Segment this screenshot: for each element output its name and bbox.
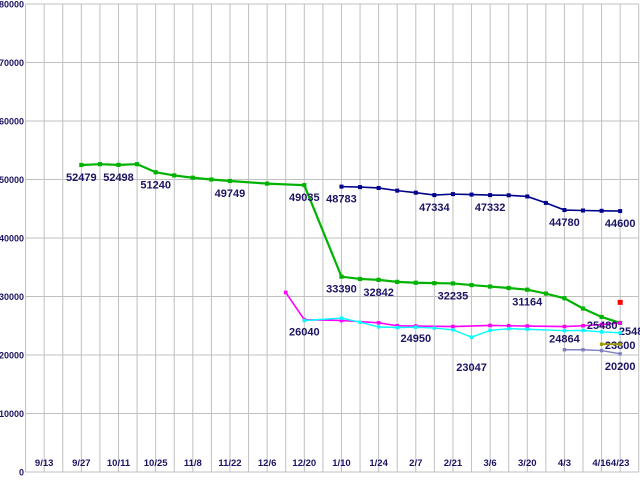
- svg-text:9/27: 9/27: [72, 458, 91, 469]
- svg-text:49749: 49749: [215, 188, 246, 200]
- svg-text:20000: 20000: [0, 350, 24, 360]
- svg-text:10/25: 10/25: [144, 458, 168, 469]
- svg-text:12/20: 12/20: [292, 458, 316, 469]
- svg-text:49035: 49035: [289, 192, 320, 204]
- svg-text:40000: 40000: [0, 233, 24, 243]
- svg-text:4/3: 4/3: [558, 458, 571, 469]
- svg-text:32842: 32842: [363, 287, 394, 299]
- svg-text:44780: 44780: [549, 217, 580, 229]
- svg-text:11/8: 11/8: [184, 458, 202, 469]
- svg-text:1/24: 1/24: [369, 458, 388, 469]
- svg-text:12/6: 12/6: [258, 458, 277, 469]
- svg-text:50000: 50000: [0, 175, 24, 185]
- svg-text:10/11: 10/11: [107, 458, 131, 469]
- svg-text:3/20: 3/20: [518, 458, 537, 469]
- svg-text:23047: 23047: [456, 362, 487, 374]
- svg-text:20200: 20200: [605, 361, 636, 373]
- svg-text:48783: 48783: [326, 194, 357, 206]
- svg-text:33390: 33390: [326, 284, 357, 296]
- svg-text:47332: 47332: [475, 202, 506, 214]
- svg-text:1/10: 1/10: [332, 458, 351, 469]
- svg-text:4/23: 4/23: [611, 458, 630, 469]
- svg-text:11/22: 11/22: [218, 458, 241, 469]
- svg-text:31164: 31164: [512, 297, 543, 309]
- svg-text:24864: 24864: [549, 334, 580, 346]
- svg-text:25480: 25480: [619, 326, 640, 338]
- svg-text:44600: 44600: [605, 218, 636, 230]
- svg-text:0: 0: [19, 467, 24, 477]
- svg-text:30000: 30000: [0, 292, 24, 302]
- svg-text:51240: 51240: [140, 179, 171, 191]
- svg-text:24950: 24950: [400, 333, 431, 345]
- svg-text:80000: 80000: [0, 0, 24, 9]
- svg-text:2/7: 2/7: [409, 458, 422, 469]
- svg-text:60000: 60000: [0, 116, 24, 126]
- svg-text:32235: 32235: [438, 290, 469, 302]
- svg-text:10000: 10000: [0, 409, 24, 419]
- svg-text:52479: 52479: [66, 172, 97, 184]
- svg-text:52498: 52498: [103, 172, 134, 184]
- svg-text:25480: 25480: [587, 320, 618, 332]
- svg-text:47334: 47334: [419, 202, 450, 214]
- svg-text:26040: 26040: [289, 327, 320, 339]
- svg-text:9/13: 9/13: [35, 458, 54, 469]
- svg-text:2/21: 2/21: [444, 458, 463, 469]
- svg-text:4/16: 4/16: [592, 458, 611, 469]
- svg-text:3/6: 3/6: [484, 458, 497, 469]
- svg-text:70000: 70000: [0, 58, 24, 68]
